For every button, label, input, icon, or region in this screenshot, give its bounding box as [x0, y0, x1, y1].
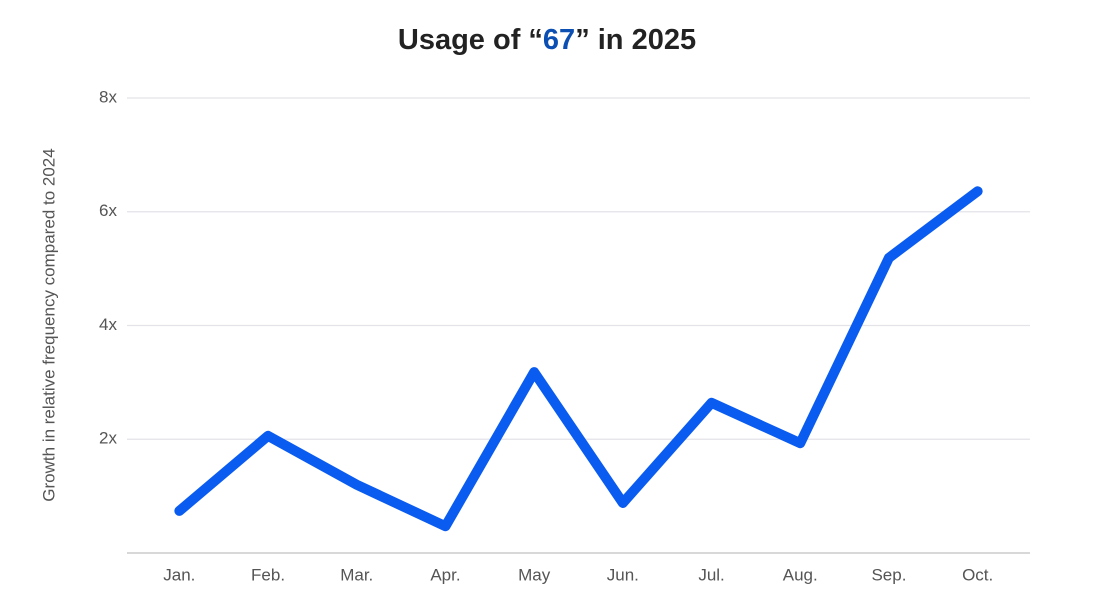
- x-tick-label: Aug.: [783, 565, 818, 584]
- x-tick-label: Mar.: [340, 565, 373, 584]
- x-tick-label: May: [518, 565, 551, 584]
- x-tick-label: Apr.: [430, 565, 460, 584]
- title-part: ” in 2025: [575, 24, 696, 56]
- data-line: [174, 186, 983, 532]
- y-axis-label: Growth in relative frequency compared to…: [39, 148, 58, 501]
- x-tick-label: Oct.: [962, 565, 993, 584]
- chart-title: Usage of “67” in 2025: [398, 24, 696, 56]
- x-tick-label: Jan.: [163, 565, 195, 584]
- title-part: 67: [543, 24, 575, 56]
- title-part: Usage of “: [398, 24, 543, 56]
- y-tick-label: 8x: [99, 87, 117, 106]
- y-tick-label: 4x: [99, 315, 117, 334]
- x-tick-label: Feb.: [251, 565, 285, 584]
- x-tick-label: Sep.: [871, 565, 906, 584]
- x-tick-label: Jun.: [607, 565, 639, 584]
- y-tick-label: 6x: [99, 201, 117, 220]
- y-tick-label: 2x: [99, 429, 117, 448]
- x-tick-label: Jul.: [698, 565, 724, 584]
